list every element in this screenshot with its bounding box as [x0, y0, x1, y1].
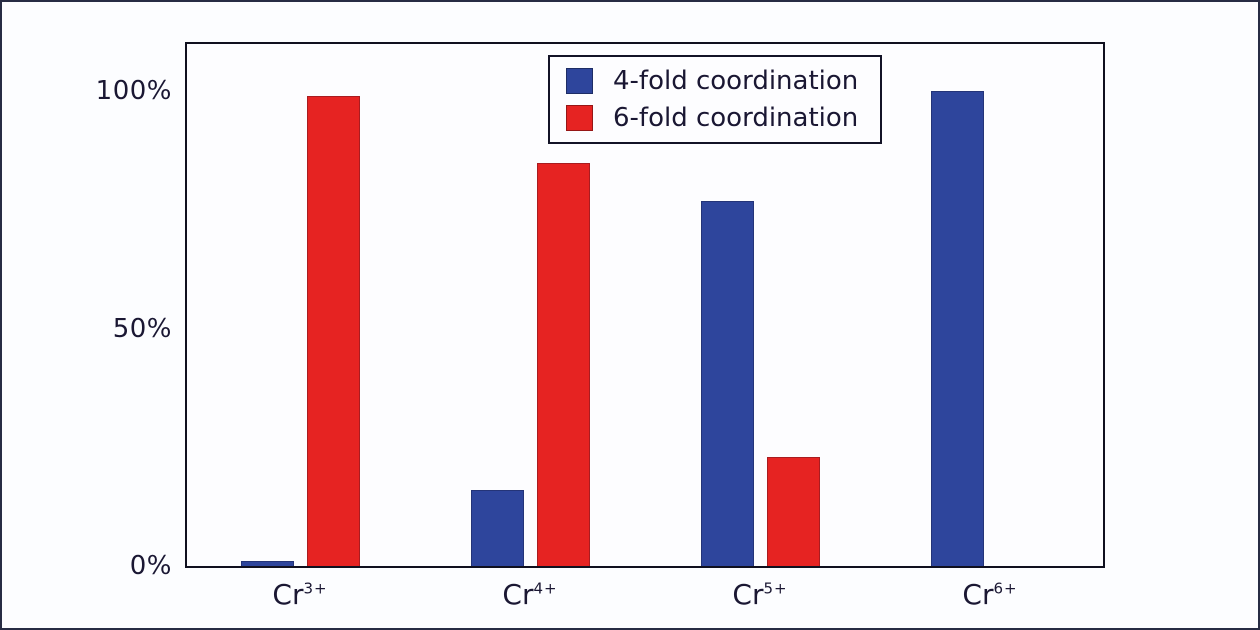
- y-tick-100: 100%: [95, 76, 172, 107]
- x-label-cr6: Cr6+: [962, 578, 1018, 611]
- legend-label: 6-fold coordination: [613, 103, 859, 133]
- x-label-cr5: Cr5+: [732, 578, 788, 611]
- x-label-cr4: Cr4+: [502, 578, 558, 611]
- legend-item-6fold: 6-fold coordination: [566, 103, 858, 133]
- legend-item-4fold: 4-fold coordination: [566, 66, 858, 96]
- legend-swatch-blue: [566, 68, 593, 94]
- chart-legend: 4-fold coordination 6-fold coordination: [548, 55, 883, 144]
- bar-6fold-cr5: [766, 456, 820, 566]
- legend-swatch-red: [566, 105, 593, 131]
- bar-6fold-cr4: [536, 162, 590, 566]
- y-tick-50: 50%: [112, 313, 172, 344]
- legend-label: 4-fold coordination: [613, 66, 859, 96]
- x-label-cr3: Cr3+: [272, 578, 328, 611]
- bar-4fold-cr3: [240, 561, 294, 566]
- bar-6fold-cr3: [306, 96, 360, 566]
- bar-4fold-cr6: [930, 91, 984, 566]
- y-tick-0: 0%: [129, 551, 172, 581]
- bar-4fold-cr4: [470, 490, 524, 566]
- bar-4fold-cr5: [700, 200, 754, 566]
